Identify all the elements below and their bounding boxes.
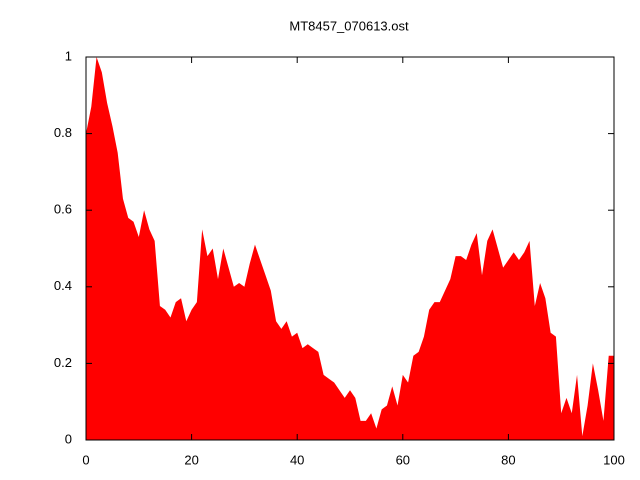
- x-tick-label: 0: [82, 452, 89, 467]
- x-tick-label: 60: [396, 452, 410, 467]
- y-tick-label: 0: [65, 431, 72, 446]
- y-tick-label: 0.8: [54, 125, 72, 140]
- y-tick-label: 1: [65, 48, 72, 63]
- y-tick-label: 0.6: [54, 202, 72, 217]
- chart-title: MT8457_070613.ost: [289, 18, 409, 33]
- plot-border: [85, 56, 615, 441]
- x-tick-label: 100: [603, 452, 625, 467]
- area: [86, 57, 614, 440]
- y-tick-label: 0.4: [54, 278, 72, 293]
- x-tick-label: 80: [501, 452, 515, 467]
- y-tick-label: 0.2: [54, 355, 72, 370]
- x-tick-label: 20: [184, 452, 198, 467]
- x-tick-label: 40: [290, 452, 304, 467]
